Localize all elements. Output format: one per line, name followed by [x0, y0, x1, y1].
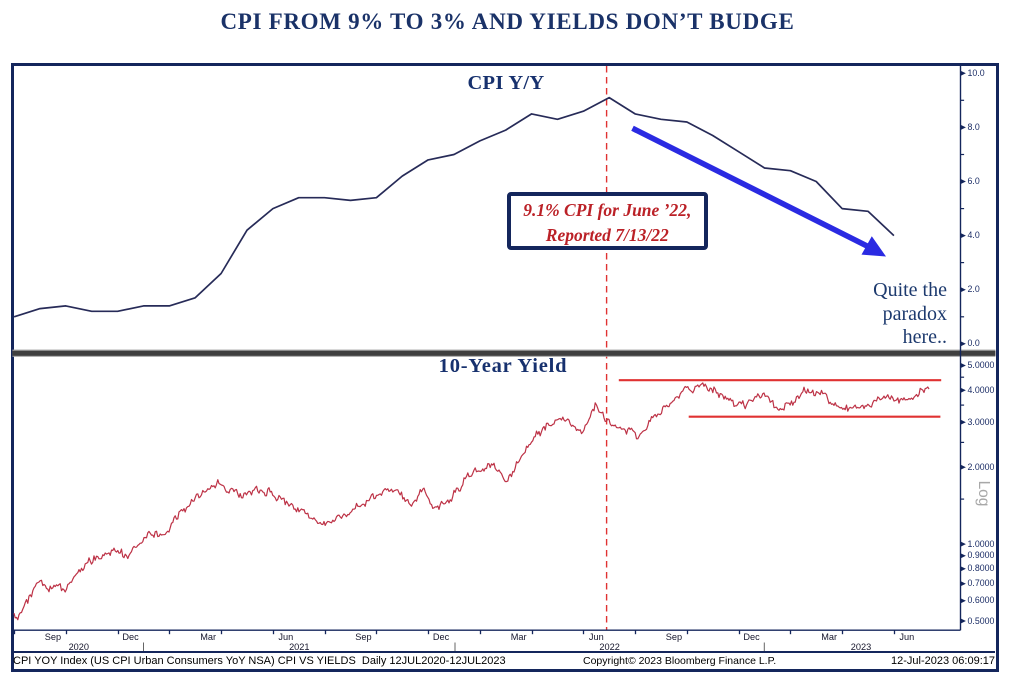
- svg-text:Log: Log: [975, 481, 992, 507]
